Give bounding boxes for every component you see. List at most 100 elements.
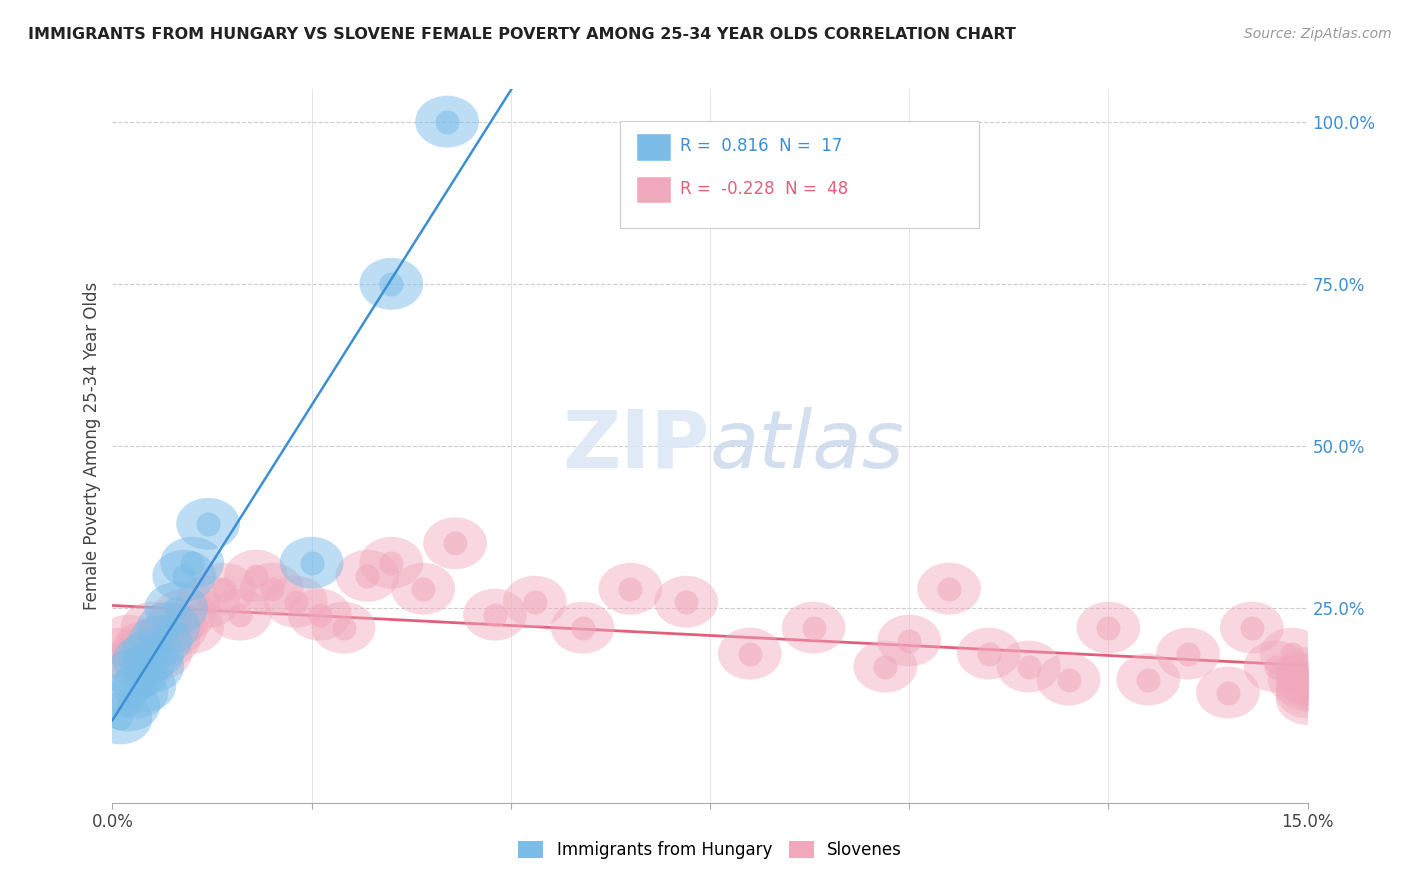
Point <box>412 582 434 596</box>
Ellipse shape <box>312 602 375 654</box>
Point <box>803 621 825 635</box>
Ellipse shape <box>112 621 176 673</box>
Point <box>134 640 156 654</box>
Ellipse shape <box>503 575 567 628</box>
Point <box>141 659 163 673</box>
Ellipse shape <box>463 589 527 640</box>
Ellipse shape <box>336 549 399 602</box>
Point <box>141 621 163 635</box>
Point <box>110 711 132 725</box>
Point <box>149 647 172 661</box>
Ellipse shape <box>1275 647 1340 699</box>
Ellipse shape <box>917 563 981 615</box>
Point <box>1296 666 1319 681</box>
Ellipse shape <box>176 498 240 549</box>
Point <box>675 595 697 609</box>
Ellipse shape <box>208 589 271 640</box>
Text: R =  0.816  N =  17: R = 0.816 N = 17 <box>681 137 842 155</box>
Ellipse shape <box>121 602 184 654</box>
Ellipse shape <box>152 549 217 602</box>
Ellipse shape <box>1260 628 1323 680</box>
Point <box>444 536 467 550</box>
Point <box>134 679 156 693</box>
Point <box>141 647 163 661</box>
Ellipse shape <box>782 602 845 654</box>
Ellipse shape <box>1275 654 1340 706</box>
Ellipse shape <box>89 628 152 680</box>
Point <box>1288 673 1310 687</box>
Point <box>1296 685 1319 699</box>
Point <box>173 568 195 582</box>
Ellipse shape <box>128 615 193 666</box>
Point <box>898 633 921 648</box>
Point <box>523 595 546 609</box>
FancyBboxPatch shape <box>620 121 979 228</box>
Y-axis label: Female Poverty Among 25-34 Year Olds: Female Poverty Among 25-34 Year Olds <box>83 282 101 610</box>
Ellipse shape <box>1268 654 1331 706</box>
Point <box>284 595 307 609</box>
Point <box>436 114 458 128</box>
Point <box>1057 673 1080 687</box>
Ellipse shape <box>128 628 193 680</box>
Ellipse shape <box>1036 654 1101 706</box>
Ellipse shape <box>224 549 288 602</box>
Point <box>1177 647 1199 661</box>
Ellipse shape <box>145 602 208 654</box>
Text: ZIP: ZIP <box>562 407 710 485</box>
Point <box>197 595 219 609</box>
Point <box>1296 673 1319 687</box>
Ellipse shape <box>193 563 256 615</box>
Ellipse shape <box>176 575 240 628</box>
Point <box>1296 692 1319 706</box>
Point <box>134 653 156 667</box>
Ellipse shape <box>718 628 782 680</box>
Ellipse shape <box>360 537 423 589</box>
Ellipse shape <box>89 692 152 745</box>
Point <box>1097 621 1119 635</box>
FancyBboxPatch shape <box>636 133 671 161</box>
Point <box>356 568 378 582</box>
Point <box>173 607 195 622</box>
Point <box>1296 679 1319 693</box>
Point <box>181 621 204 635</box>
Point <box>875 659 897 673</box>
Ellipse shape <box>136 602 200 654</box>
Ellipse shape <box>121 640 184 692</box>
Point <box>1018 659 1040 673</box>
Point <box>260 582 283 596</box>
Point <box>165 601 187 615</box>
Text: IMMIGRANTS FROM HUNGARY VS SLOVENE FEMALE POVERTY AMONG 25-34 YEAR OLDS CORRELAT: IMMIGRANTS FROM HUNGARY VS SLOVENE FEMAL… <box>28 27 1017 42</box>
Point <box>245 568 267 582</box>
Ellipse shape <box>391 563 456 615</box>
Ellipse shape <box>551 602 614 654</box>
Point <box>110 647 132 661</box>
Ellipse shape <box>1275 673 1340 725</box>
Ellipse shape <box>121 628 184 680</box>
Ellipse shape <box>112 634 176 686</box>
Ellipse shape <box>654 575 718 628</box>
Point <box>619 582 641 596</box>
Point <box>149 633 172 648</box>
Ellipse shape <box>1197 666 1260 718</box>
Ellipse shape <box>104 647 169 699</box>
Legend: Immigrants from Hungary, Slovenes: Immigrants from Hungary, Slovenes <box>512 834 908 866</box>
Point <box>1240 621 1263 635</box>
Text: Source: ZipAtlas.com: Source: ZipAtlas.com <box>1244 27 1392 41</box>
Point <box>332 621 354 635</box>
Point <box>1216 685 1239 699</box>
Ellipse shape <box>104 634 169 686</box>
Ellipse shape <box>97 615 160 666</box>
Ellipse shape <box>599 563 662 615</box>
Ellipse shape <box>136 615 200 666</box>
Ellipse shape <box>145 582 208 634</box>
Ellipse shape <box>1116 654 1180 706</box>
Point <box>197 516 219 531</box>
Point <box>977 647 1000 661</box>
Ellipse shape <box>280 537 343 589</box>
Ellipse shape <box>1275 666 1340 718</box>
Ellipse shape <box>160 537 224 589</box>
Ellipse shape <box>152 589 217 640</box>
Point <box>938 582 960 596</box>
Point <box>1264 659 1286 673</box>
Ellipse shape <box>997 640 1060 692</box>
